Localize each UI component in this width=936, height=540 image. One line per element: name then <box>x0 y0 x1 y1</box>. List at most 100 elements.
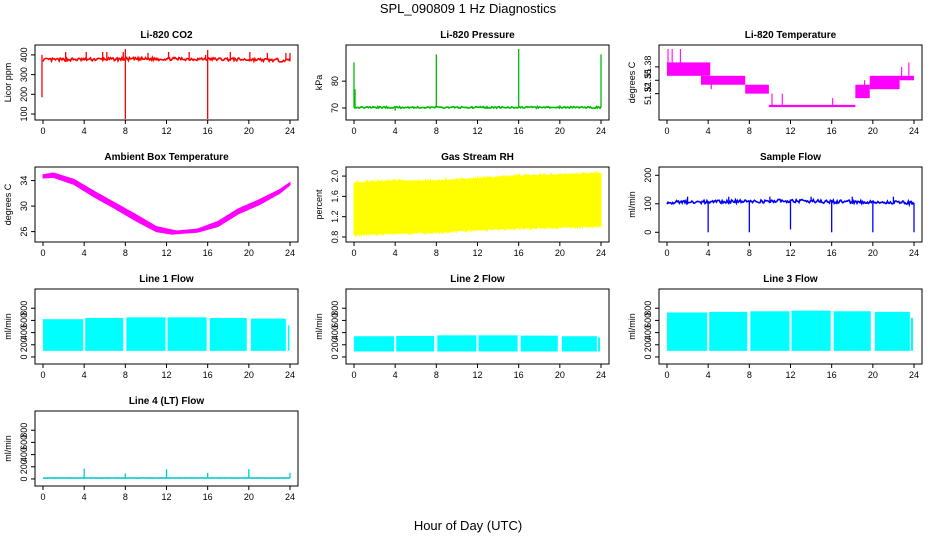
panel-1-title: Li-820 CO2 <box>140 30 193 41</box>
panel-10-y-axis-label: ml/min <box>3 435 13 462</box>
panel-10-x-tick-label: 4 <box>82 492 87 502</box>
panel-9-y-tick-label: 800 <box>643 301 653 316</box>
panel-4-y-tick-label: 26 <box>19 227 29 237</box>
panel-3-y-tick-label: 51.32 <box>643 82 653 105</box>
panel-10-x-tick-label: 8 <box>123 492 128 502</box>
panel-9-segment-7 <box>910 317 913 351</box>
panel-3-band-6 <box>869 75 900 90</box>
panel-10-y-tick-label: 600 <box>19 435 29 450</box>
panel-10-x-tick-label: 0 <box>40 492 45 502</box>
panel-5-y-axis: 0.8 1.2 1.6 2.0 <box>330 170 346 243</box>
panel-9-x-tick-label: 24 <box>909 370 919 380</box>
panel-6: Sample Flow ml/min 0 4 8 12 16 20 24 0 100 200 <box>627 152 923 258</box>
panel-8-x-axis: 0 4 8 12 16 20 24 <box>351 364 606 380</box>
panel-4-x-tick-label: 4 <box>82 248 87 258</box>
panel-7-x-tick-label: 24 <box>285 370 295 380</box>
panel-7-segment-6 <box>250 318 286 351</box>
panel-1-y-tick-label: 400 <box>19 47 29 62</box>
panel-3-band-5 <box>855 84 870 99</box>
panel-3-x-tick-label: 24 <box>909 126 919 136</box>
panel-8-x-tick-label: 20 <box>555 370 565 380</box>
panel-9-x-tick-label: 0 <box>664 370 669 380</box>
panel-8-x-tick-label: 24 <box>596 370 606 380</box>
panel-8-segment-1 <box>354 336 395 352</box>
panel-4-x-tick-label: 20 <box>244 248 254 258</box>
panel-9-segment-3 <box>750 311 790 351</box>
panel-10-title: Line 4 (LT) Flow <box>129 396 205 407</box>
panel-9-x-tick-label: 8 <box>747 370 752 380</box>
panel-1-data <box>41 49 291 119</box>
panel-7-data <box>43 317 290 351</box>
panel-1-x-tick-label: 0 <box>40 126 45 136</box>
panel-3-x-tick-label: 20 <box>868 126 878 136</box>
panel-5-x-tick-label: 0 <box>351 248 356 258</box>
panel-7-segment-1 <box>43 319 84 351</box>
panel-2-x-tick-label: 20 <box>555 126 565 136</box>
panel-5-x-tick-label: 20 <box>555 248 565 258</box>
panel-7-segment-3 <box>126 317 166 351</box>
panel-8-frame <box>345 288 610 365</box>
panel-2-y-tick-label: 80 <box>330 76 340 86</box>
figure-title: SPL_090809 1 Hz Diagnostics <box>379 1 557 16</box>
panel-4-y-tick-label: 34 <box>19 176 29 186</box>
panel-9-y-tick-label: 400 <box>643 325 653 340</box>
panel-7-segment-7 <box>287 325 290 351</box>
panel-4-x-tick-label: 24 <box>285 248 295 258</box>
panel-8-y-axis-label: ml/min <box>314 313 324 340</box>
panel-6-y-axis-label: ml/min <box>627 191 637 218</box>
panel-8-x-tick-label: 8 <box>434 370 439 380</box>
panel-2-y-tick-label: 70 <box>330 103 340 113</box>
panel-8-segment-4 <box>478 335 518 352</box>
panel-5-x-tick-label: 8 <box>434 248 439 258</box>
panel-8-x-tick-label: 4 <box>393 370 398 380</box>
panel-10: Line 4 (LT) Flow ml/min 0 4 8 12 16 20 24 0 200400… <box>3 396 299 502</box>
panel-2-x-tick-label: 12 <box>472 126 482 136</box>
panel-9-segment-2 <box>709 311 748 351</box>
panel-7-y-tick-label: 200 <box>19 337 29 352</box>
panel-10-x-tick-label: 24 <box>285 492 295 502</box>
panel-2-x-tick-label: 8 <box>434 126 439 136</box>
panel-10-x-axis: 0 4 8 12 16 20 24 <box>40 486 295 502</box>
panel-5-y-tick-label: 2.0 <box>330 170 340 183</box>
panel-3-band-1 <box>667 62 711 76</box>
panel-6-x-tick-label: 16 <box>827 248 837 258</box>
panel-3-title: Li-820 Temperature <box>745 30 837 41</box>
panel-8-x-tick-label: 0 <box>351 370 356 380</box>
panel-7-y-tick-label: 400 <box>19 325 29 340</box>
panel-7: Line 1 Flow ml/min 0 4 8 12 16 20 24 0 20040060080… <box>3 274 299 380</box>
panel-2-x-axis: 0 4 8 12 16 20 24 <box>351 120 606 136</box>
panel-5-x-tick-label: 16 <box>514 248 524 258</box>
panel-6-x-tick-label: 8 <box>747 248 752 258</box>
panel-6-x-tick-label: 4 <box>706 248 711 258</box>
panel-10-y-tick-label: 200 <box>19 459 29 474</box>
panel-6-x-tick-label: 0 <box>664 248 669 258</box>
figure-x-axis-label: Hour of Day (UTC) <box>413 518 523 533</box>
panel-5-y-tick-label: 0.8 <box>330 231 340 244</box>
panel-1-y-axis-label: Licor ppm <box>3 63 13 103</box>
panel-9-segment-4 <box>791 310 831 351</box>
panel-7-x-tick-label: 16 <box>203 370 213 380</box>
panel-7-x-tick-label: 8 <box>123 370 128 380</box>
panel-3-band-3 <box>745 84 769 94</box>
panel-1: Li-820 CO2 Licor ppm 0 4 8 12 16 20 24 100 200 300 4… <box>3 30 299 136</box>
panel-7-x-tick-label: 12 <box>161 370 171 380</box>
panel-3-band-2 <box>700 75 746 85</box>
panel-1-x-tick-label: 4 <box>82 126 87 136</box>
panel-7-title: Line 1 Flow <box>139 274 194 285</box>
panel-2-x-tick-label: 0 <box>351 126 356 136</box>
panel-8-y-tick-label: 600 <box>330 313 340 328</box>
panel-2: Li-820 Pressure kPa 0 4 8 12 16 20 24 70 80 <box>314 30 610 136</box>
panel-5-x-axis: 0 4 8 12 16 20 24 <box>351 242 606 258</box>
panel-7-y-tick-label: 0 <box>19 354 29 359</box>
panel-8-y-tick-label: 400 <box>330 325 340 340</box>
panel-9-segment-6 <box>874 311 910 351</box>
panel-10-x-tick-label: 12 <box>161 492 171 502</box>
panel-6-y-axis: 0 100 200 <box>643 168 659 235</box>
panel-10-data <box>42 468 291 480</box>
panel-4-title: Ambient Box Temperature <box>104 152 229 163</box>
panel-7-segment-5 <box>209 317 247 351</box>
panel-1-y-tick-label: 100 <box>19 107 29 122</box>
